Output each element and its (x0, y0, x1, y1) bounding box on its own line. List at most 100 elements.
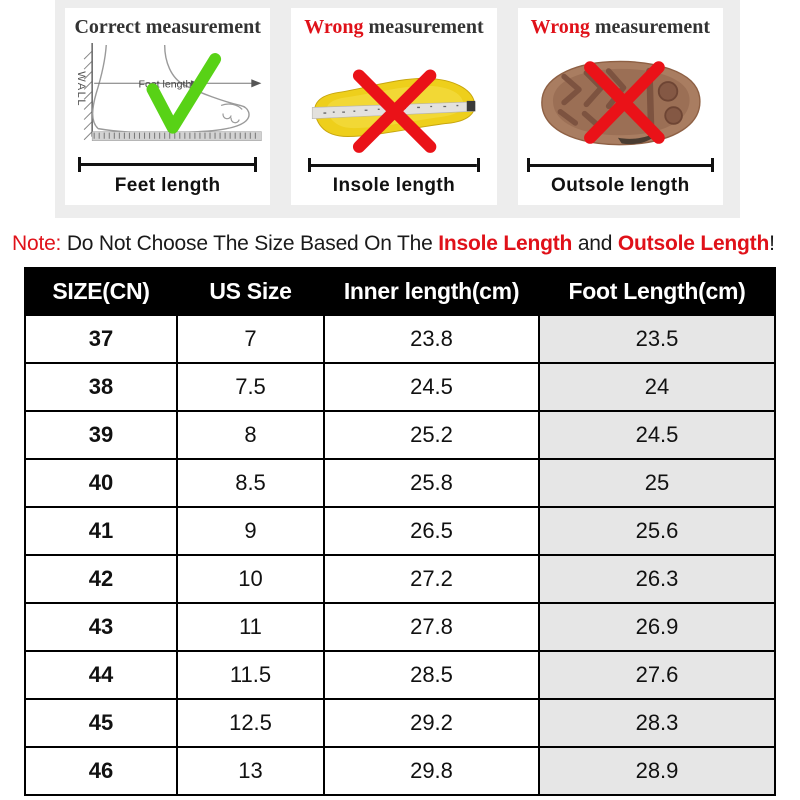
panel-caption: Outsole length (551, 175, 690, 196)
cn-size-cell: 41 (24, 506, 178, 556)
inner-length-cell: 26.5 (323, 506, 540, 556)
header-us-size: US Size (176, 267, 325, 316)
wrong-insole-panel: Wrong measurement Insole length (291, 8, 497, 205)
table-row: 39 8 25.2 24.5 (24, 410, 776, 460)
us-size-cell: 10 (176, 554, 325, 604)
table-row: 40 8.5 25.8 25 (24, 458, 776, 508)
inner-length-cell: 27.2 (323, 554, 540, 604)
arch-shadow (617, 131, 659, 145)
panel-title: Wrong measurement (522, 16, 719, 39)
outsole-illustration (540, 60, 701, 146)
foot-length-cell: 25.6 (538, 506, 776, 556)
size-chart-table: SIZE(CN) US Size Inner length(cm) Foot L… (24, 267, 776, 796)
note-and: and (577, 232, 613, 255)
inner-length-cell: 29.2 (323, 698, 540, 748)
foot-length-cell: 24.5 (538, 410, 776, 460)
header-inner-length: Inner length(cm) (323, 267, 540, 316)
foot-length-cell: 26.3 (538, 554, 776, 604)
length-bracket (526, 158, 715, 172)
inner-length-cell: 25.2 (323, 410, 540, 460)
foot-length-label: Foot length (138, 78, 191, 90)
cross-icon (353, 69, 437, 153)
note-insole-highlight: Insole Length (438, 232, 573, 255)
tape-end (467, 100, 476, 112)
us-size-cell: 11.5 (176, 650, 325, 700)
table-row: 42 10 27.2 26.3 (24, 554, 776, 604)
us-size-cell: 9 (176, 506, 325, 556)
table-row: 38 7.5 24.5 24 (24, 362, 776, 412)
inner-length-cell: 24.5 (323, 362, 540, 412)
panel-title-word: Correct (74, 16, 141, 38)
cn-size-cell: 43 (24, 602, 178, 652)
foot-measurement-diagram: WALL Foot length (75, 43, 262, 141)
us-size-cell: 13 (176, 746, 325, 796)
cn-size-cell: 45 (24, 698, 178, 748)
inner-length-cell: 25.8 (323, 458, 540, 508)
foot-length-cell: 25 (538, 458, 776, 508)
checkmark-icon (146, 53, 222, 134)
cn-size-cell: 46 (24, 746, 178, 796)
cn-size-cell: 42 (24, 554, 178, 604)
inner-length-cell: 29.8 (323, 746, 540, 796)
note-exclaim: ! (769, 232, 775, 255)
note-label: Note: (12, 232, 62, 255)
note-outsole-highlight: Outsole Length (617, 232, 770, 255)
us-size-cell: 11 (176, 602, 325, 652)
note-text: Do Not Choose The Size Based On The (66, 232, 433, 255)
us-size-cell: 7.5 (176, 362, 325, 412)
size-note: Note: Do Not Choose The Size Based On Th… (12, 231, 800, 257)
us-size-cell: 8.5 (176, 458, 325, 508)
panel-title-rest: measurement (594, 16, 711, 38)
tread-lugs (557, 68, 626, 130)
toes-sketch (220, 103, 243, 124)
cn-size-cell: 37 (24, 314, 178, 364)
foot-length-cell: 28.9 (538, 746, 776, 796)
foot-length-cell: 23.5 (538, 314, 776, 364)
us-size-cell: 12.5 (176, 698, 325, 748)
correct-measurement-panel: Correct measurement WALL Foot length Feet… (65, 8, 271, 205)
table-row: 44 11.5 28.5 27.6 (24, 650, 776, 700)
wall-hatch (83, 50, 93, 141)
us-size-cell: 7 (176, 314, 325, 364)
cn-size-cell: 40 (24, 458, 178, 508)
cn-size-cell: 44 (24, 650, 178, 700)
wrong-outsole-panel: Wrong measurement Outsole length (517, 8, 723, 205)
heel-lug (657, 81, 678, 102)
size-table-body: 37 7 23.8 23.5 38 7.5 24.5 24 39 8 25.2 24.5 40 8.5 25… (24, 314, 776, 796)
insole-illustration (312, 69, 476, 153)
arrow-right-icon (251, 79, 262, 88)
measurement-guide-strip: Correct measurement WALL Foot length Feet… (55, 0, 740, 218)
length-bracket (77, 157, 258, 172)
panel-title-rest: measurement (145, 16, 261, 38)
panel-caption: Feet length (114, 175, 221, 196)
heel-lug (663, 106, 683, 125)
inner-length-cell: 28.5 (323, 650, 540, 700)
cross-icon (583, 61, 665, 144)
panel-title: Wrong measurement (295, 16, 492, 39)
size-table-header: SIZE(CN) US Size Inner length(cm) Foot L… (24, 267, 776, 316)
foot-length-cell: 26.9 (538, 602, 776, 652)
us-size-cell: 8 (176, 410, 325, 460)
panel-title: Correct measurement (69, 16, 266, 39)
panel-title-word: Wrong (304, 16, 364, 38)
inner-length-cell: 27.8 (323, 602, 540, 652)
header-row: SIZE(CN) US Size Inner length(cm) Foot L… (24, 267, 776, 316)
table-row: 45 12.5 29.2 28.3 (24, 698, 776, 748)
foot-length-cell: 27.6 (538, 650, 776, 700)
foot-length-cell: 28.3 (538, 698, 776, 748)
ruler-ticks (93, 132, 256, 139)
header-size-cn: SIZE(CN) (24, 267, 178, 316)
table-row: 43 11 27.8 26.9 (24, 602, 776, 652)
panel-title-rest: measurement (368, 16, 484, 38)
ruler (91, 131, 262, 141)
wall-label: WALL (75, 71, 87, 107)
inner-length-cell: 23.8 (323, 314, 540, 364)
cn-size-cell: 39 (24, 410, 178, 460)
header-foot-length: Foot Length(cm) (538, 267, 776, 316)
panel-title-word: Wrong (530, 16, 590, 38)
table-row: 37 7 23.8 23.5 (24, 314, 776, 364)
table-row: 41 9 26.5 25.6 (24, 506, 776, 556)
cn-size-cell: 38 (24, 362, 178, 412)
foot-length-cell: 24 (538, 362, 776, 412)
panel-caption: Insole length (332, 175, 456, 196)
